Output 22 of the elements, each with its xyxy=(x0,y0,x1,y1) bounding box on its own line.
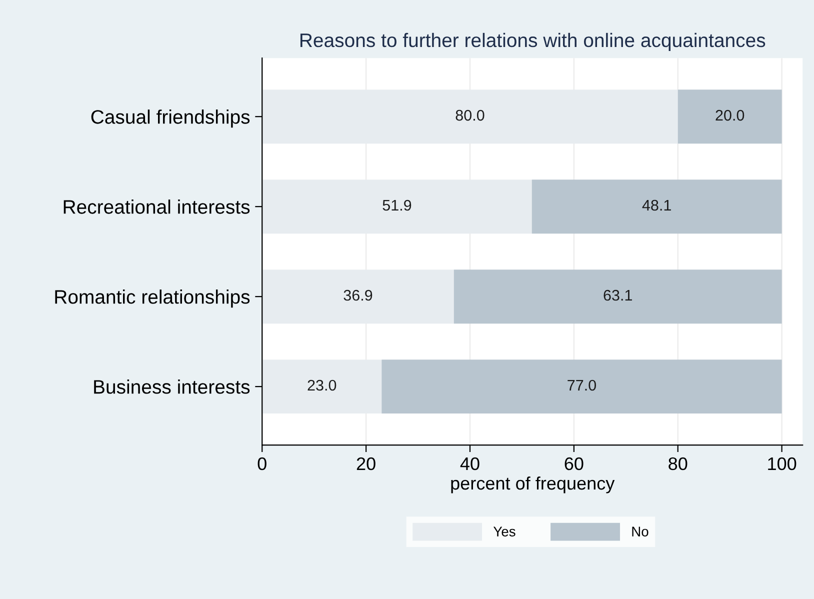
data-label: 48.1 xyxy=(642,200,671,211)
data-label: 36.9 xyxy=(344,290,372,301)
legend-label: No xyxy=(632,526,648,536)
data-label: 63.1 xyxy=(604,290,632,301)
y-tick-label: Recreational interests xyxy=(64,200,250,214)
x-tick-label: 20 xyxy=(356,457,376,470)
data-label: 23.0 xyxy=(308,380,336,391)
y-tick-label: Business interests xyxy=(94,380,250,394)
data-label: 80.0 xyxy=(456,110,484,121)
y-tick-label: Romantic relationships xyxy=(55,290,250,308)
x-tick-label: 0 xyxy=(258,457,266,470)
legend-label: Yes xyxy=(493,526,516,536)
data-label: 51.9 xyxy=(382,200,412,211)
x-tick-label: 100 xyxy=(768,457,796,470)
data-label: 20.0 xyxy=(716,110,744,121)
y-tick-label: Casual friendships xyxy=(91,110,250,128)
x-axis-title: percent of frequency xyxy=(451,476,615,494)
data-label: 77.0 xyxy=(568,380,596,391)
chart-title: Reasons to further relations with online acquaintances xyxy=(300,32,766,52)
x-tick-label: 80 xyxy=(668,457,688,470)
x-tick-label: 60 xyxy=(564,457,584,470)
x-tick-label: 40 xyxy=(460,457,480,470)
